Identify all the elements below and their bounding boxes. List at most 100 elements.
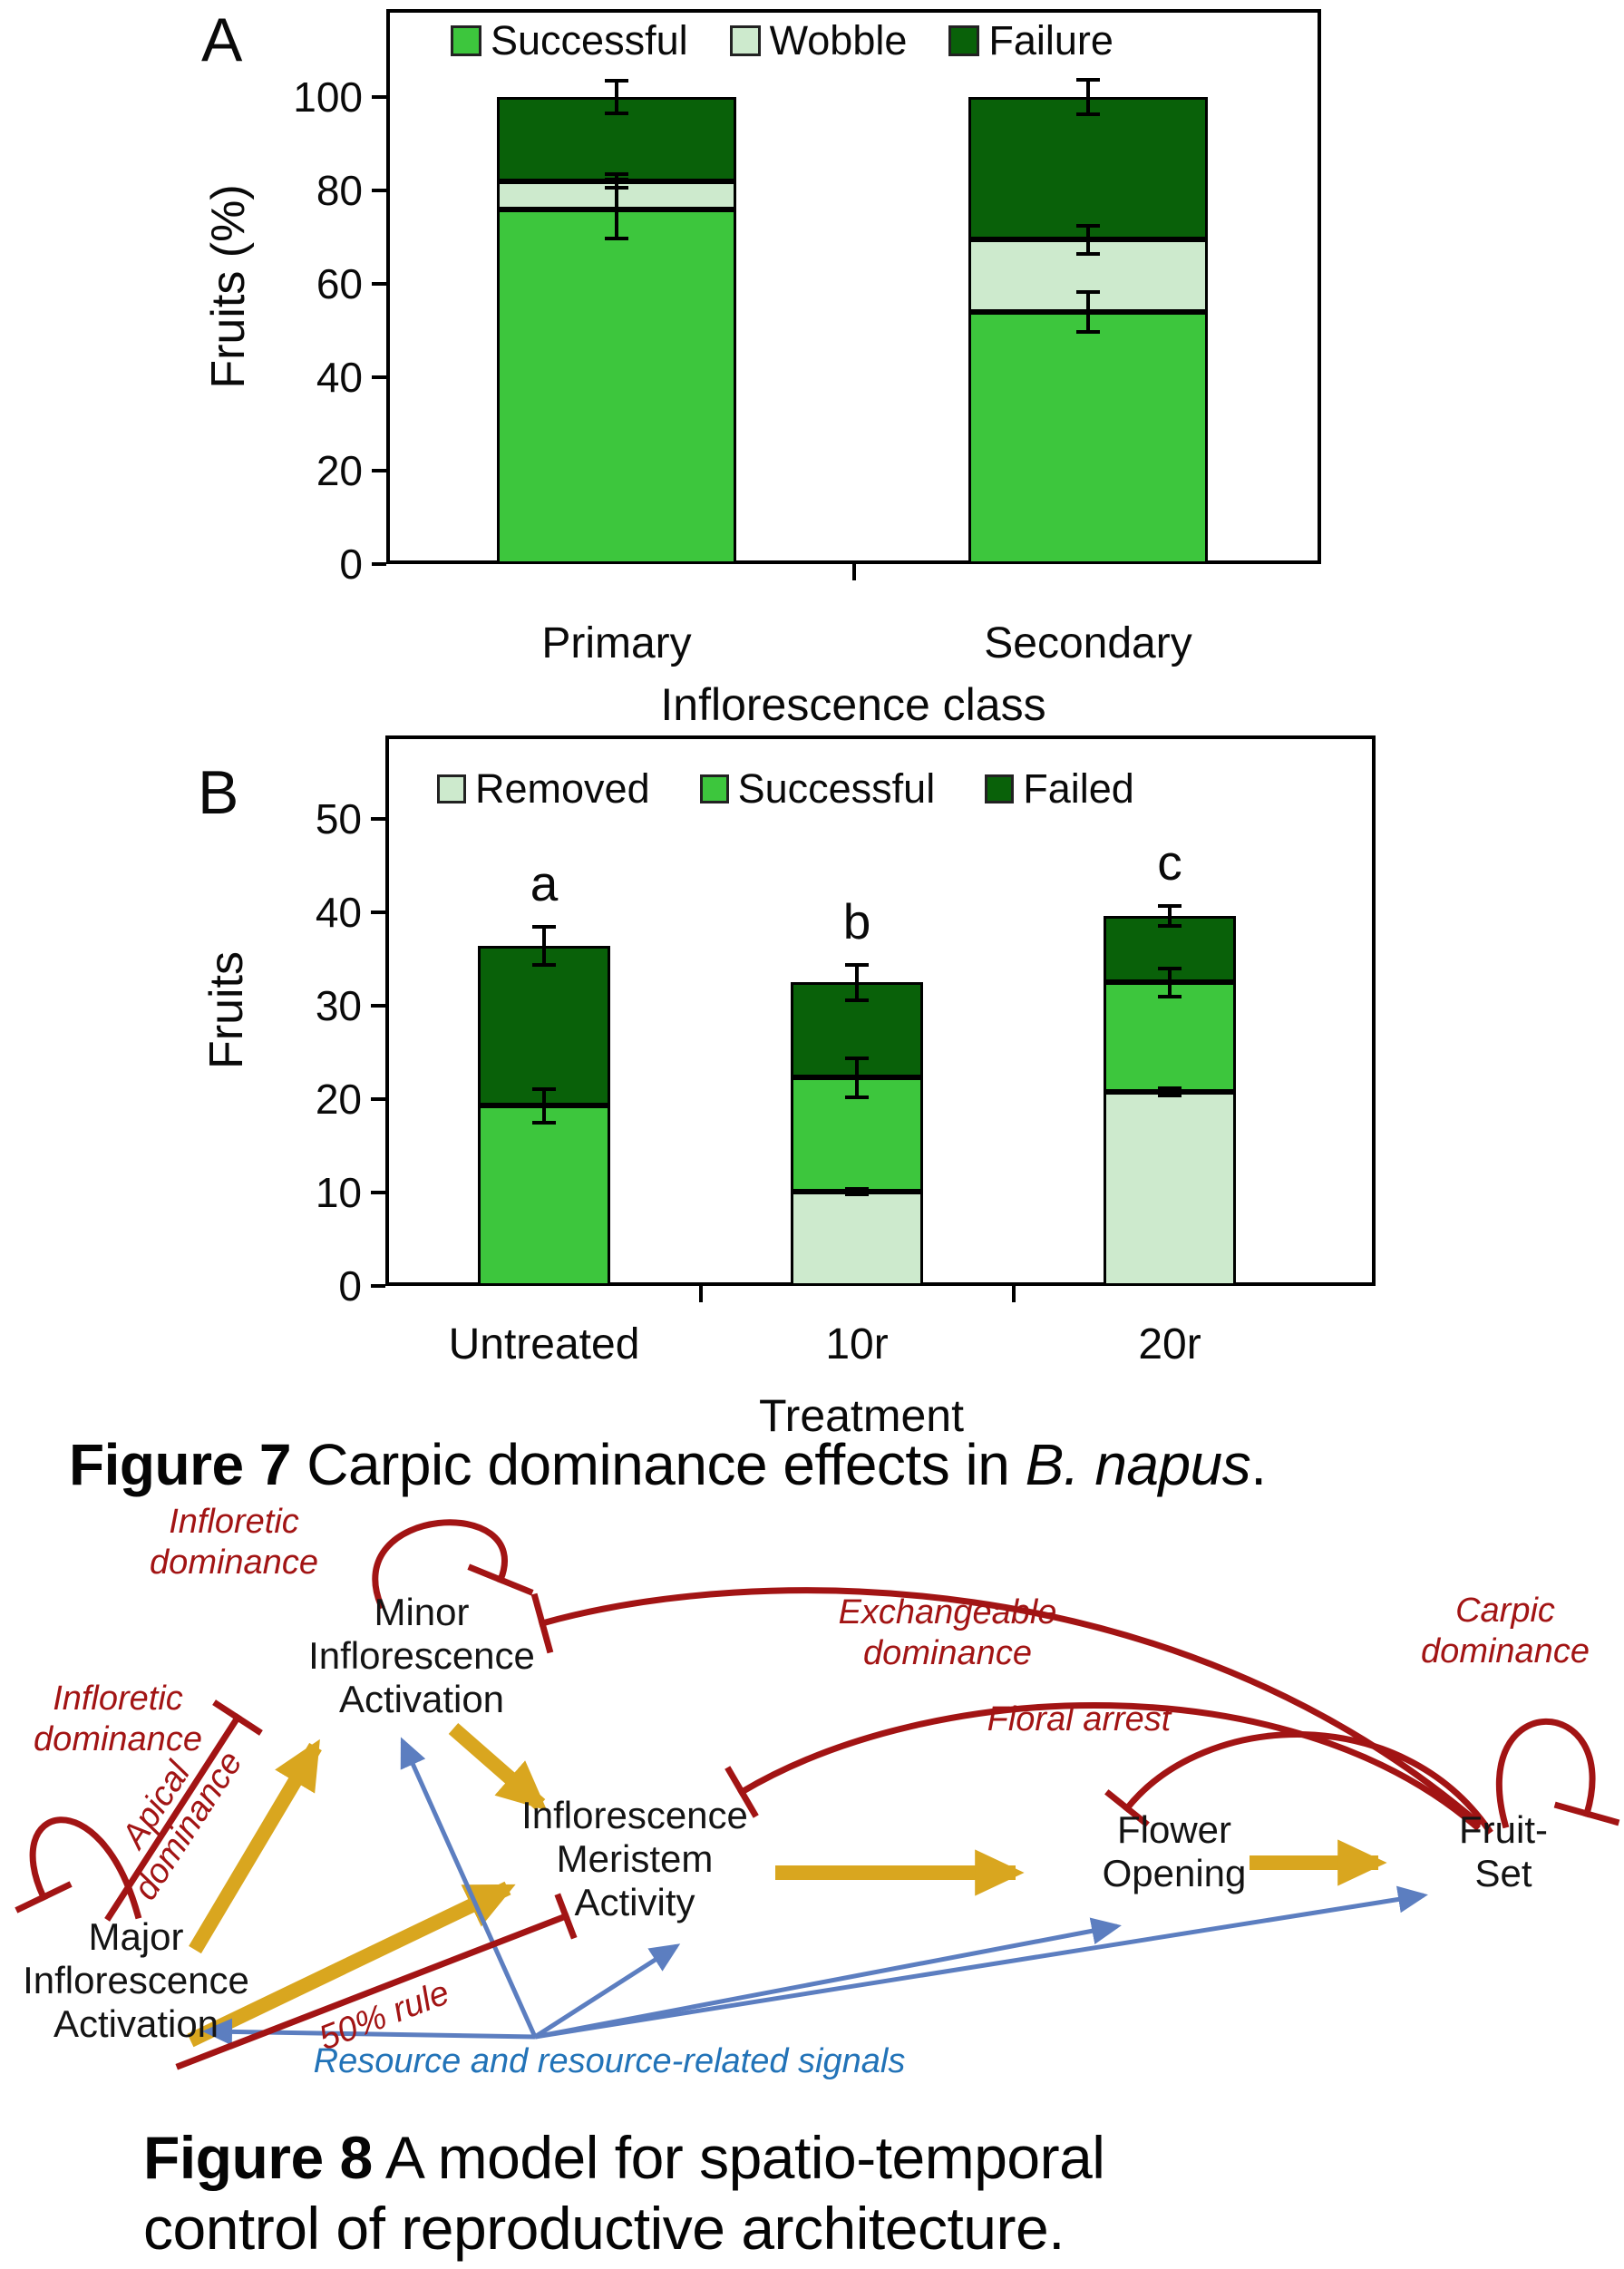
edge-apical-dominance [104,1713,242,1922]
y-tick-label: 100 [293,73,363,121]
y-tick-label: 0 [339,540,363,588]
y-tick [371,1191,385,1194]
label-exchangeable-2: dominance [863,1634,1032,1672]
error-bar-cap [1076,251,1100,256]
bar-segment-failed [478,946,610,1106]
label-exchangeable-1: Exchangeable [839,1593,1057,1631]
error-bar-cap [1076,112,1100,116]
figure8-caption-text2: control of reproductive architecture. [143,2195,1065,2262]
error-bar [615,173,618,189]
error-bar [542,1088,546,1123]
y-tick [371,1284,385,1288]
y-tick [372,95,386,99]
error-bar [1168,1087,1172,1096]
legend-label: Failure [988,17,1113,63]
arrow-minor-to-meristem [448,1722,548,1811]
legend-item-failed: Failed [985,766,1134,812]
edge-exchangeable [538,1587,1483,1827]
label-floral-arrest: Floral arrest [987,1700,1172,1738]
error-bar-cap [1076,289,1100,294]
legend-swatch-icon [451,25,481,56]
legend-label: Removed [475,765,650,812]
loop-carpic [1496,1718,1596,1829]
panel-b-xlabel: Treatment [758,1390,964,1441]
error-bar-cap [845,1056,869,1060]
node-flower-opening: Flower Opening [1103,1808,1247,1894]
error-bar [1086,225,1090,254]
error-bar-cap [845,1095,869,1099]
error-bar-cap [532,925,556,930]
legend-item-successful: Successful [699,765,936,812]
error-bar-cap [605,186,628,190]
error-bar [855,964,859,1000]
error-bar-cap [1158,1086,1182,1090]
significance-letter: a [530,855,559,912]
y-tick [372,189,386,192]
error-bar [615,180,618,239]
error-bar [615,80,618,114]
arrow-major-to-meristem [187,1881,516,2048]
error-bar-cap [845,1186,869,1191]
y-tick-label: 30 [315,982,362,1029]
edge-50-rule [175,1912,570,2070]
error-bar-cap [605,171,628,176]
node-minor-line2: Inflorescence [308,1634,535,1677]
x-tick-label: Primary [541,619,692,667]
y-tick-label: 50 [315,795,362,842]
error-bar-cap [1158,924,1182,929]
bar-segment-successful [478,1105,610,1286]
tbar-50-rule [554,1893,578,1940]
figure8-caption-label: Figure 8 [143,2124,373,2191]
error-bar-cap [532,962,556,967]
label-infloretic-top-1: Infloretic [169,1503,299,1541]
tbar-floral-arrest [724,1766,759,1818]
arrow-major-to-minor [189,1738,322,1954]
legend-swatch-icon [985,774,1015,803]
y-tick-label: 60 [316,260,363,307]
node-flower-line2: Opening [1103,1852,1247,1894]
label-resource-signals: Resource and resource-related signals [314,2042,906,2080]
arrow-resource-to-flower [534,1917,1122,2040]
error-bar-cap [532,1120,556,1125]
label-carpic-1: Carpic [1455,1592,1555,1630]
tbar-flower-arrest [1104,1789,1150,1827]
loop-infloretic-major [29,1816,142,1920]
y-tick [371,817,385,821]
x-tick-label: 20r [1138,1320,1201,1368]
x-tick [698,1286,703,1302]
bar-segment-successful [1104,982,1236,1092]
y-tick-label: 40 [315,889,362,936]
node-inflorescence-meristem-activity: Inflorescence Meristem Activity [521,1794,748,1923]
node-major-line1: Major [88,1915,183,1958]
y-tick [372,375,386,379]
figure8-caption-text1: A model for spatio-temporal [372,2124,1105,2191]
node-major-line2: Inflorescence [23,1959,249,2001]
tbar-infloretic-minor [467,1563,534,1596]
node-meristem-line2: Meristem [557,1837,714,1880]
bar-segment-removed [791,1191,923,1286]
figure8-caption-line1: Figure 8 A model for spatio-temporal [143,2122,1594,2193]
node-major-line3: Activation [53,2002,219,2045]
legend-label: Successful [491,17,688,63]
node-meristem-line3: Activity [574,1881,695,1923]
node-fruitset-line1: Fruit- [1459,1808,1548,1851]
y-tick [372,282,386,286]
label-carpic-2: dominance [1421,1632,1590,1670]
edge-flower-arrest [1123,1731,1493,1835]
x-tick [1011,1286,1016,1302]
legend-label: Successful [737,765,936,812]
error-bar-cap [532,1086,556,1091]
y-tick-label: 40 [316,354,363,401]
error-bar-cap [605,237,628,241]
error-bar [1086,80,1090,114]
legend-label: Wobble [769,17,908,63]
legend-item-failure: Failure [948,18,1113,63]
figure7-caption-text: Carpic dominance effects in [290,1432,1026,1497]
error-bar-cap [605,78,628,83]
figure7-caption-species: B. napus [1025,1432,1251,1497]
tbar-exchangeable [530,1592,554,1654]
y-tick [371,1004,385,1008]
legend-swatch-icon [948,25,980,56]
figure8-caption-line2: control of reproductive architecture. [143,2193,1594,2264]
